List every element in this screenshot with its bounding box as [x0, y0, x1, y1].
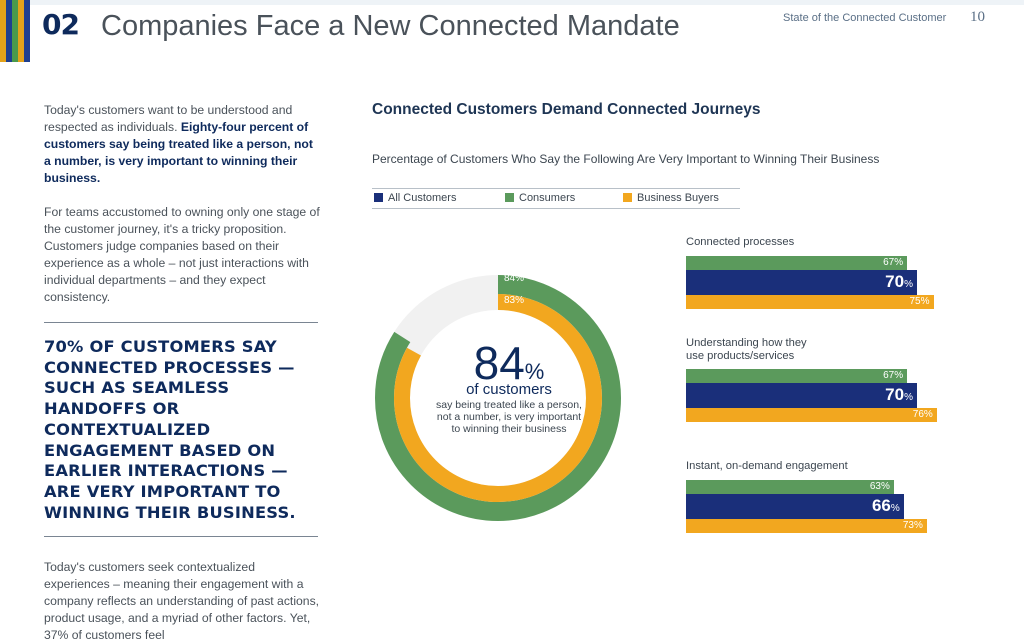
bar-value-label: 70% [885, 385, 913, 405]
bar-unit: % [913, 519, 923, 531]
percent-sign: % [524, 359, 545, 384]
bar-unit: % [880, 480, 890, 492]
bar-value-label: 67% [883, 370, 903, 381]
page-title: Companies Face a New Connected Mandate [101, 10, 680, 42]
intro-highlight: Eighty-four percent of customers say bei… [44, 120, 313, 185]
bar-value: 67 [883, 256, 895, 268]
bar-value: 73 [902, 519, 914, 531]
bar-value: 76 [912, 409, 924, 420]
bar-group-label: Connected processes [686, 236, 794, 249]
bar-value: 67 [883, 370, 895, 381]
bar-unit: % [894, 370, 904, 381]
legend-item-business: Business Buyers [623, 192, 719, 204]
outer-ring-label: 84% [504, 273, 525, 284]
bar-value-label: 70% [885, 272, 913, 292]
bar-value-label: 67% [883, 257, 903, 268]
bar-value: 63 [869, 480, 881, 492]
bar-group-label-line: Understanding how they [686, 337, 807, 349]
inner-ring-label: 83% [504, 295, 525, 306]
top-accent-line [0, 0, 1024, 5]
legend-swatch [374, 193, 383, 202]
bar-business: 76% [686, 408, 937, 422]
bar-unit: % [894, 256, 904, 268]
divider [44, 536, 318, 537]
legend-swatch [623, 193, 632, 202]
bar-value-label: 66% [872, 496, 900, 516]
big-number: 84 [473, 337, 525, 389]
section-number: 02 [42, 8, 80, 41]
donut-big-number: 84% [440, 340, 578, 386]
donut-label: of customers [466, 381, 552, 398]
bar-consumers: 67% [686, 255, 908, 270]
intro-text: Today's customers want to be understood … [44, 103, 293, 134]
chart-legend: All Customers Consumers Business Buyers [372, 188, 740, 209]
bar-unit: % [890, 502, 900, 514]
stripe-bar [12, 0, 18, 62]
page-number: 10 [970, 9, 985, 25]
bar-value: 70 [885, 385, 905, 404]
legend-label: All Customers [388, 192, 457, 204]
bar-group-label-line: use products/services [686, 349, 795, 362]
bar-value-label: 63% [870, 481, 890, 492]
bar-unit: % [904, 392, 913, 403]
bar-value: 75 [909, 295, 921, 307]
donut-arc-business-buyers [394, 294, 602, 502]
bar-all: 66% [686, 493, 904, 519]
divider [44, 322, 318, 323]
intro-paragraph: Today's customers want to be understood … [44, 102, 322, 187]
bar-group-label-line: Instant, on-demand engagement [686, 460, 848, 472]
bar-group-label: Understanding how they use products/servi… [686, 337, 807, 362]
bar-consumers: 67% [686, 369, 908, 383]
bar-all: 70% [686, 269, 917, 295]
bar-consumers: 63% [686, 479, 894, 494]
stripe-bar [0, 0, 6, 62]
bar-unit: % [923, 409, 933, 420]
bar-business: 75% [686, 294, 934, 309]
bar-group-label: Instant, on-demand engagement [686, 460, 848, 473]
chart-subtitle: Percentage of Customers Who Say the Foll… [372, 152, 880, 166]
document-name: State of the Connected Customer [783, 12, 947, 24]
bar-value-label: 73% [903, 520, 923, 531]
legend-item-consumers: Consumers [505, 192, 575, 204]
pull-quote: 70% of customers say connected processes… [44, 337, 296, 522]
bar-business: 73% [686, 518, 927, 533]
bar-value-label: 76% [913, 409, 933, 420]
legend-label: Business Buyers [637, 192, 719, 204]
stripe-bar [6, 0, 12, 62]
bar-value: 66 [871, 495, 891, 515]
body-paragraph: For teams accustomed to owning only one … [44, 205, 320, 304]
chart-title: Connected Customers Demand Connected Jou… [372, 101, 761, 118]
legend-item-all: All Customers [374, 192, 456, 204]
legend-label: Consumers [519, 192, 576, 204]
body-paragraph: Today's customers seek contextualized ex… [44, 560, 320, 642]
stripe-bar [18, 0, 24, 62]
bar-value: 70 [885, 271, 905, 291]
stripe-bar [24, 0, 30, 62]
bar-group-label-line: Connected processes [686, 236, 795, 248]
donut-arc-consumers [375, 275, 621, 521]
bar-unit: % [920, 295, 930, 307]
donut-chart [375, 275, 621, 521]
donut-note: say being treated like a person, not a n… [436, 399, 582, 435]
legend-swatch [505, 193, 514, 202]
bar-value-label: 75% [909, 296, 929, 307]
bar-all: 70% [686, 383, 917, 408]
bar-unit: % [904, 278, 913, 290]
